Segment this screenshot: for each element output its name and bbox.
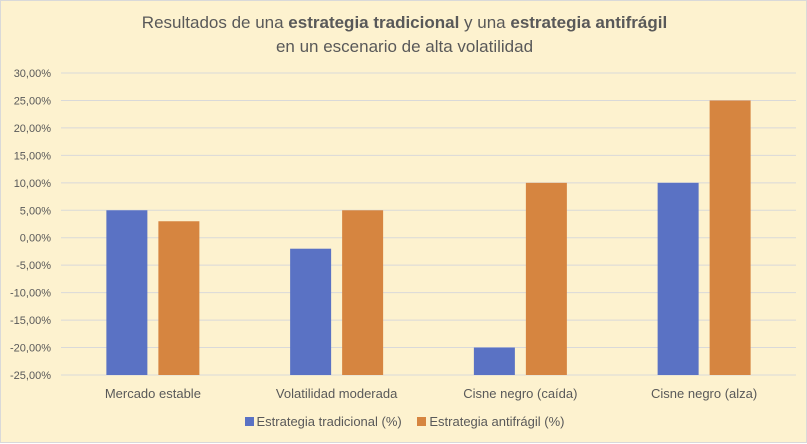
x-tick-label: Mercado estable — [105, 386, 201, 401]
y-tick-label: -5,00% — [16, 260, 51, 272]
bar-antifragile — [342, 210, 384, 375]
chart-subtitle: en un escenario de alta volatilidad — [275, 37, 534, 56]
y-tick-label: 25,00% — [14, 95, 52, 107]
y-tick-label: -10,00% — [10, 288, 51, 300]
bar-antifragile — [709, 100, 751, 376]
legend-item-traditional: Estrategia tradicional (%) — [244, 414, 402, 429]
y-tick-label: 20,00% — [14, 123, 52, 135]
legend-swatch — [244, 417, 254, 426]
legend: Estrategia tradicional (%) Estrategia an… — [1, 414, 807, 429]
bar-traditional — [290, 248, 332, 375]
title-part: Resultados de una — [141, 13, 289, 32]
x-tick-label: Cisne negro (caída) — [463, 386, 577, 401]
bar-traditional — [106, 210, 148, 375]
title-part: y una — [459, 13, 511, 32]
bar-traditional — [473, 347, 515, 375]
title-part: estrategia antifrágil — [510, 13, 668, 32]
y-tick-label: -25,00% — [10, 370, 51, 382]
y-tick-label: -20,00% — [10, 343, 51, 355]
y-tick-label: 30,00% — [14, 68, 52, 80]
y-tick-label: 15,00% — [14, 150, 52, 162]
legend-label: Estrategia antifrágil (%) — [429, 414, 565, 429]
x-tick-label: Volatilidad moderada — [276, 386, 398, 401]
y-tick-label: -15,00% — [10, 315, 51, 327]
chart-title: Resultados de una estrategia tradicional… — [1, 13, 807, 33]
y-tick-label: 5,00% — [20, 205, 51, 217]
legend-label: Estrategia tradicional (%) — [256, 414, 402, 429]
legend-item-antifragile: Estrategia antifrágil (%) — [417, 414, 564, 429]
bar-traditional — [657, 182, 699, 375]
bar-antifragile — [525, 182, 567, 375]
legend-swatch — [417, 417, 427, 426]
bar-antifragile — [158, 221, 200, 375]
x-tick-label: Cisne negro (alza) — [651, 386, 757, 401]
y-tick-label: 10,00% — [14, 178, 52, 190]
title-part: estrategia tradicional — [288, 13, 460, 32]
y-tick-label: 0,00% — [20, 233, 51, 245]
